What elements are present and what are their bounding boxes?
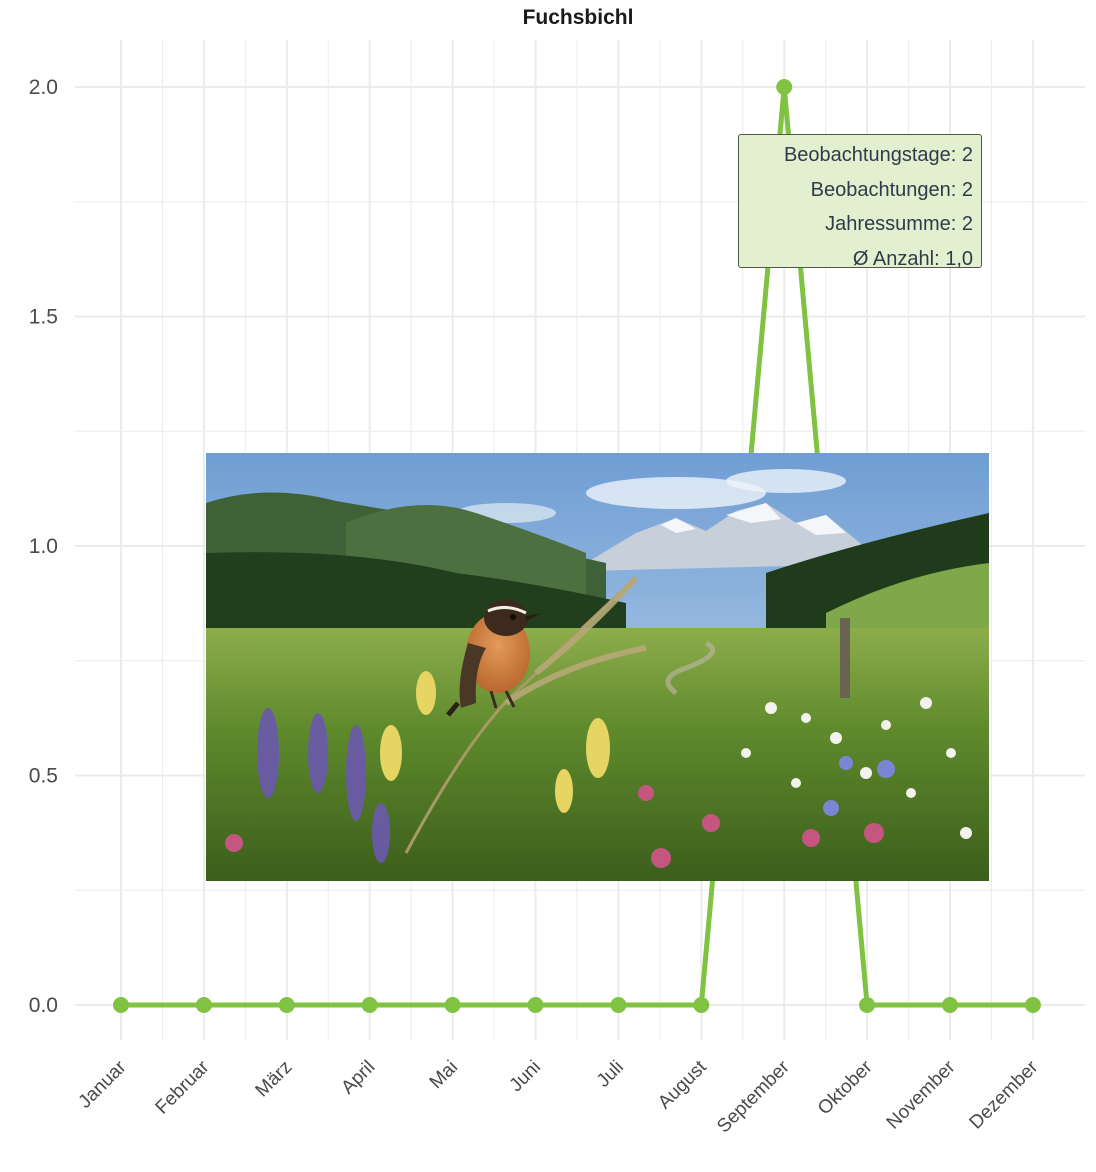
- data-point: [942, 997, 958, 1013]
- x-tick-label: Februar: [152, 1056, 214, 1118]
- data-point: [693, 997, 710, 1013]
- data-point: [113, 997, 129, 1013]
- tooltip: Beobachtungstage: 2 Beobachtungen: 2 Jah…: [738, 134, 982, 270]
- data-point: [278, 997, 295, 1013]
- data-point: [195, 997, 212, 1013]
- tooltip-line: Jahressumme: 2: [825, 213, 973, 235]
- x-tick-label: März: [252, 1057, 297, 1102]
- data-point: [444, 997, 461, 1013]
- tooltip-line: Ø Anzahl: 1,0: [852, 247, 973, 270]
- series: [113, 79, 1041, 1013]
- data-point: [1024, 997, 1041, 1013]
- x-tick-label: November: [883, 1056, 960, 1133]
- x-tick-label: Juli: [593, 1057, 628, 1092]
- y-tick-label: 2.0: [29, 76, 58, 99]
- x-tick-label: Januar: [75, 1056, 131, 1112]
- chart-title: Fuchsbichl: [522, 6, 634, 29]
- data-point: [361, 997, 378, 1013]
- data-point: [776, 79, 793, 95]
- series-line: [121, 84, 1033, 1008]
- data-point: [610, 997, 627, 1013]
- y-axis-ticks: 0.0 0.5 1.0 1.5 2.0: [29, 76, 58, 1017]
- tooltip-line: Beobachtungstage: 2: [783, 144, 973, 166]
- x-axis-ticks: Januar Februar März April Mai Juni Juli August S…: [75, 1056, 1043, 1137]
- y-tick-label: 0.0: [29, 994, 58, 1017]
- x-tick-label: April: [338, 1057, 380, 1099]
- y-tick-label: 1.5: [29, 306, 58, 329]
- y-tick-label: 0.5: [29, 765, 58, 788]
- tooltip-line: Beobachtungen: 2: [810, 178, 973, 201]
- y-tick-label: 1.0: [29, 535, 58, 558]
- x-tick-label: September: [713, 1056, 794, 1137]
- x-tick-label: Dezember: [966, 1056, 1043, 1133]
- x-tick-label: August: [654, 1056, 711, 1113]
- x-tick-label: Juni: [506, 1057, 545, 1096]
- x-tick-label: Mai: [426, 1057, 463, 1094]
- meadow-bird-photo: [206, 453, 989, 881]
- bird: [446, 600, 542, 717]
- data-point: [859, 997, 876, 1013]
- data-point: [527, 997, 544, 1013]
- x-tick-label: Oktober: [814, 1056, 877, 1119]
